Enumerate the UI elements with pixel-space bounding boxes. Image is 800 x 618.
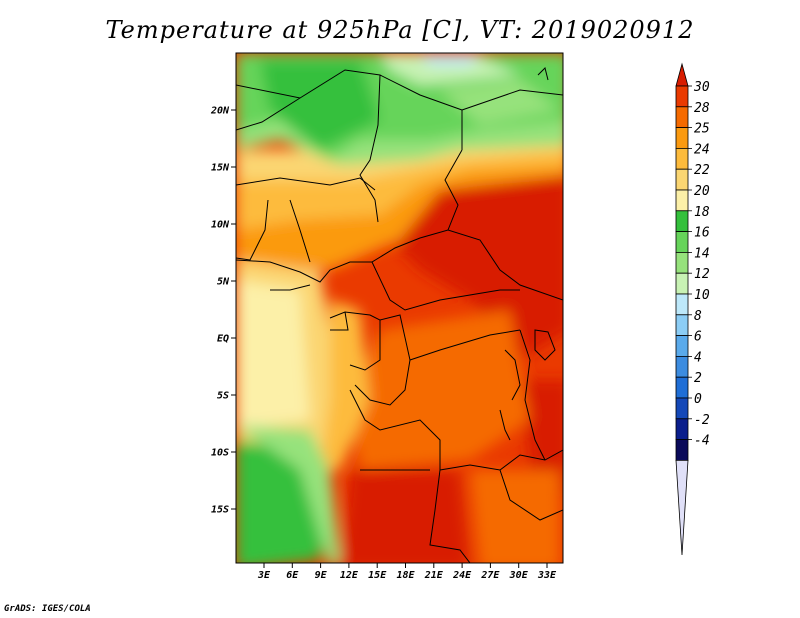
colorbar-label: 10 xyxy=(694,288,710,303)
lat-label: 5S xyxy=(217,391,229,402)
colorbar-segment xyxy=(675,272,689,295)
lon-label: 21E xyxy=(424,570,444,581)
longitude-axis: 3E 6E 9E 12E 15E 18E 21E 24E 27E 30E 33E xyxy=(257,563,557,581)
colorbar-label: -2 xyxy=(694,413,710,428)
colorbar-segment xyxy=(675,168,689,191)
colorbar-segment xyxy=(675,85,689,108)
colorbar-label: 22 xyxy=(694,163,710,178)
lon-label: 27E xyxy=(480,570,500,581)
colorbar-label: 24 xyxy=(694,142,710,157)
lat-label: 5N xyxy=(217,277,230,288)
lon-label: 15E xyxy=(368,570,387,581)
lon-label: 3E xyxy=(257,570,271,581)
colorbar-label: 25 xyxy=(694,122,710,137)
map-borders xyxy=(236,67,563,563)
colorbar-label: 8 xyxy=(694,309,702,324)
lat-label: 15S xyxy=(211,505,229,516)
colorbar-segment xyxy=(675,189,689,212)
lat-label: 20N xyxy=(210,106,230,117)
colorbar-label: 2 xyxy=(694,371,702,386)
colorbar-segment xyxy=(675,210,689,233)
temperature-field xyxy=(236,53,563,563)
colorbar-segment xyxy=(675,418,689,440)
colorbar-segment xyxy=(675,147,689,170)
colorbar-segment xyxy=(675,251,689,274)
colorbar-top-arrow xyxy=(675,62,689,87)
colorbar-bottom-arrow xyxy=(675,460,689,556)
lat-label: 15N xyxy=(211,163,230,174)
colorbar-label: 0 xyxy=(694,392,702,407)
colorbar-segment xyxy=(675,335,689,357)
lat-label: EQ xyxy=(217,334,229,345)
colorbar-label: 16 xyxy=(694,226,710,241)
lon-label: 9E xyxy=(315,570,328,581)
colorbar-label: 4 xyxy=(694,350,702,365)
colorbar-label: 12 xyxy=(694,267,710,282)
colorbar-segment xyxy=(675,231,689,253)
colorbar-segment xyxy=(675,355,689,378)
colorbar-label: 30 xyxy=(693,80,710,95)
lon-label: 12E xyxy=(340,570,359,581)
colorbar-label: 6 xyxy=(694,330,702,345)
lon-label: 18E xyxy=(396,570,415,581)
colorbar-segment xyxy=(675,106,689,129)
lat-label: 10N xyxy=(211,220,230,231)
colorbar-segment xyxy=(675,439,689,461)
lon-label: 30E xyxy=(509,570,529,581)
map-title: Temperature at 925hPa [C], VT: 201902091… xyxy=(105,16,695,44)
colorbar-segment xyxy=(675,127,689,149)
latitude-axis: 20N 15N 10N 5N EQ 5S 10S 15S xyxy=(210,106,236,516)
credit-text: GrADS: IGES/COLA xyxy=(4,604,91,614)
colorbar-label: 20 xyxy=(694,184,710,199)
lon-label: 33E xyxy=(537,570,557,581)
colorbar-segment xyxy=(675,293,689,316)
colorbar-label: 28 xyxy=(694,101,710,116)
lon-label: 6E xyxy=(286,570,299,581)
lon-label: 24E xyxy=(452,570,472,581)
colorbar-segment xyxy=(675,397,689,420)
colorbar-label: 18 xyxy=(694,205,710,220)
colorbar-label: -4 xyxy=(694,434,710,449)
colorbar-label: 14 xyxy=(694,246,710,261)
colorbar-segment xyxy=(675,376,689,399)
lat-label: 10S xyxy=(211,448,229,459)
map-frame xyxy=(235,52,564,564)
colorbar-segment xyxy=(675,314,689,336)
